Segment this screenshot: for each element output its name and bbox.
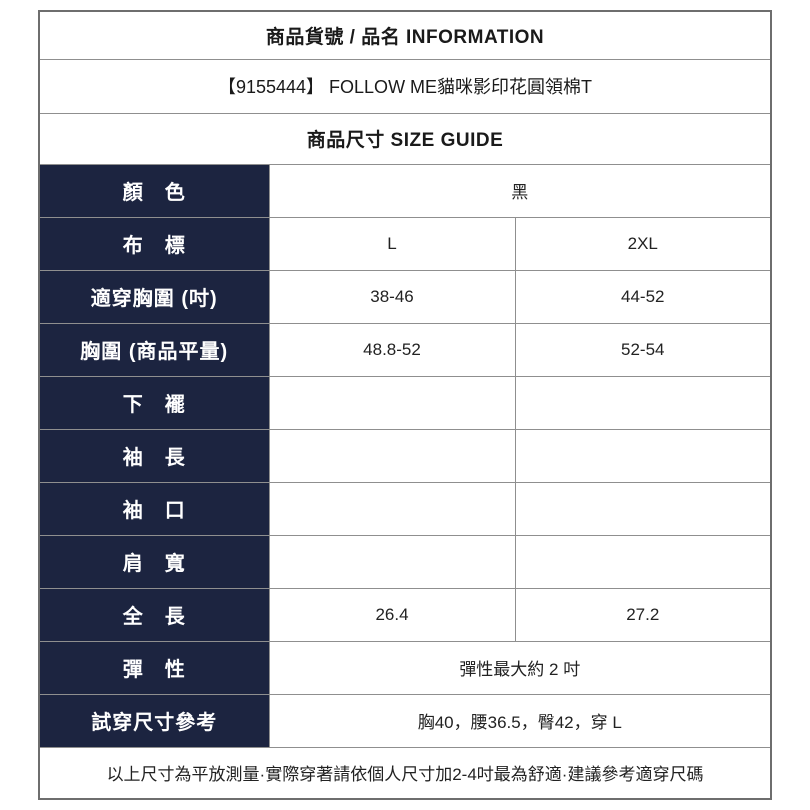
table-row-stretch: 彈 性 彈性最大約 2 吋 xyxy=(38,640,772,695)
row-label: 顏 色 xyxy=(38,163,270,218)
row-value-col2 xyxy=(514,534,772,589)
row-label: 彈 性 xyxy=(38,640,270,695)
row-value-col1: L xyxy=(268,216,516,271)
row-value-col2 xyxy=(514,481,772,536)
product-name-row: 【9155444】 FOLLOW ME貓咪影印花圓領棉T xyxy=(38,58,772,114)
row-label: 胸圍 (商品平量) xyxy=(38,322,270,377)
row-label: 袖 長 xyxy=(38,428,270,483)
row-label: 適穿胸圍 (吋) xyxy=(38,269,270,324)
row-value-span: 黑 xyxy=(268,163,772,218)
row-label: 試穿尺寸參考 xyxy=(38,693,270,748)
info-header-title: 商品貨號 / 品名 INFORMATION xyxy=(38,10,772,60)
row-label: 布 標 xyxy=(38,216,270,271)
table-row-fit-chest: 適穿胸圍 (吋) 38-46 44-52 xyxy=(38,269,772,324)
product-info-table: 商品貨號 / 品名 INFORMATION 【9155444】 FOLLOW M… xyxy=(38,10,773,800)
table-row-sleeve-length: 袖 長 xyxy=(38,428,772,483)
row-value-col2: 2XL xyxy=(514,216,772,271)
table-row-total-length: 全 長 26.4 27.2 xyxy=(38,587,772,642)
footer-note: 以上尺寸為平放測量·實際穿著請依個人尺寸加2-4吋最為舒適·建議參考適穿尺碼 xyxy=(38,746,772,800)
row-value-col2: 44-52 xyxy=(514,269,772,324)
row-value-col2: 52-54 xyxy=(514,322,772,377)
table-row-color: 顏 色 黑 xyxy=(38,163,772,218)
row-value-col1 xyxy=(268,534,516,589)
row-value-col1 xyxy=(268,428,516,483)
table-row-hem: 下 襬 xyxy=(38,375,772,430)
size-guide-title: 商品尺寸 SIZE GUIDE xyxy=(38,112,772,165)
info-header-row: 商品貨號 / 品名 INFORMATION xyxy=(38,10,772,60)
row-label: 袖 口 xyxy=(38,481,270,536)
row-value-col2 xyxy=(514,428,772,483)
table-row-fitting-reference: 試穿尺寸參考 胸40，腰36.5，臀42，穿 L xyxy=(38,693,772,748)
row-value-col1 xyxy=(268,375,516,430)
table-row-tag-size: 布 標 L 2XL xyxy=(38,216,772,271)
row-value-col1 xyxy=(268,481,516,536)
row-value-col2 xyxy=(514,375,772,430)
row-label: 全 長 xyxy=(38,587,270,642)
table-row-cuff: 袖 口 xyxy=(38,481,772,536)
size-guide-header-row: 商品尺寸 SIZE GUIDE xyxy=(38,112,772,165)
row-value-span: 胸40，腰36.5，臀42，穿 L xyxy=(268,693,772,748)
row-value-span: 彈性最大約 2 吋 xyxy=(268,640,772,695)
row-value-col1: 26.4 xyxy=(268,587,516,642)
table-row-chest-flat: 胸圍 (商品平量) 48.8-52 52-54 xyxy=(38,322,772,377)
row-value-col1: 48.8-52 xyxy=(268,322,516,377)
row-label: 肩 寬 xyxy=(38,534,270,589)
row-label: 下 襬 xyxy=(38,375,270,430)
row-value-col1: 38-46 xyxy=(268,269,516,324)
product-name: 【9155444】 FOLLOW ME貓咪影印花圓領棉T xyxy=(38,58,772,114)
table-row-shoulder: 肩 寬 xyxy=(38,534,772,589)
footer-note-row: 以上尺寸為平放測量·實際穿著請依個人尺寸加2-4吋最為舒適·建議參考適穿尺碼 xyxy=(38,746,772,800)
row-value-col2: 27.2 xyxy=(514,587,772,642)
